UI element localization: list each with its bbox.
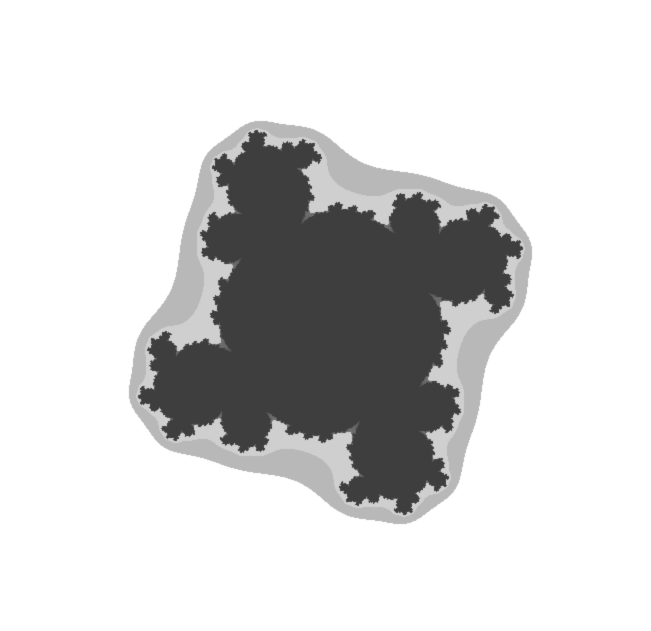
fractal-image	[0, 0, 651, 631]
fractal-image-frame	[0, 0, 651, 631]
